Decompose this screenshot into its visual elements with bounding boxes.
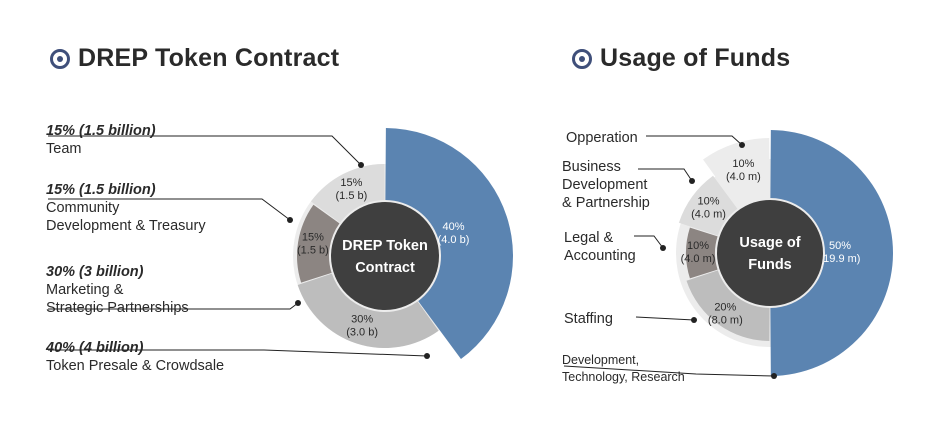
usage-of-funds-heading: Usage of Funds: [572, 44, 790, 73]
slice-label-0: 40%: [442, 221, 464, 233]
slice-0: [770, 130, 894, 376]
leader-line-2: [48, 198, 291, 221]
leader-dot-2: [660, 245, 666, 251]
label-marketing: 30% (3 billion) Marketing & Strategic Pa…: [46, 263, 189, 317]
slice-label-4: 10%: [732, 158, 754, 170]
label-development-line-2: Technology, Research: [562, 370, 685, 384]
center-label-1: Funds: [748, 257, 792, 273]
circle-bullet-icon: [572, 48, 592, 69]
label-staffing-line: Staffing: [564, 311, 613, 327]
slice-sublabel-3: (4.0 m): [691, 208, 726, 220]
usage-of-funds-panel: Usage of Funds Opperation Business Devel…: [480, 0, 934, 437]
slice-sublabel-0: (19.9 m): [820, 253, 861, 265]
token-contract-panel: DREP Token Contract 15% (1.5 billion) Te…: [46, 44, 513, 375]
slice-2: [686, 227, 718, 279]
label-presale-line: Token Presale & Crowdsale: [46, 358, 225, 374]
leader-line-2: [634, 235, 664, 249]
label-staffing: Staffing: [564, 310, 613, 328]
slice-sublabel-4: (4.0 m): [726, 171, 761, 183]
slice-label-2: 15%: [302, 232, 324, 244]
token-contract-title: DREP Token Contract: [78, 44, 340, 72]
leader-line-1: [635, 316, 695, 321]
slice-sublabel-2: (1.5 b): [297, 245, 329, 257]
slice-label-2: 10%: [687, 240, 709, 252]
label-marketing-line-1: Marketing &: [46, 282, 124, 298]
label-community-line-1: Community: [46, 200, 120, 216]
leader-dot-1: [295, 300, 301, 306]
leader-dot-0: [424, 353, 430, 359]
leader-dot-0: [771, 373, 777, 379]
slice-3: [678, 175, 738, 236]
leader-dot-3: [689, 178, 695, 184]
slice-1: [297, 273, 439, 348]
center-label-0: DREP Token: [342, 238, 428, 254]
slice-sublabel-1: (3.0 b): [346, 326, 378, 338]
label-presale-pct: 40% (4 billion): [46, 340, 144, 356]
leader-line-4: [646, 135, 743, 146]
slice-label-1: 20%: [714, 301, 736, 313]
center-label-0: Usage of: [739, 235, 800, 251]
leader-dot-1: [691, 317, 697, 323]
label-business-dev-line-1: Business: [562, 159, 621, 175]
label-team: 15% (1.5 billion) Team: [46, 122, 156, 158]
slice-sublabel-3: (1.5 b): [336, 190, 368, 202]
label-business-dev: Business Development & Partnership: [562, 158, 650, 212]
slice-2: [297, 204, 340, 283]
center-label-1: Contract: [355, 260, 415, 276]
label-development-line-1: Development,: [562, 353, 640, 367]
label-marketing-line-2: Strategic Partnerships: [46, 300, 189, 316]
leader-line-3: [48, 135, 362, 166]
circle-bullet-icon: [50, 48, 70, 69]
label-legal-line-1: Legal &: [564, 230, 614, 246]
label-presale: 40% (4 billion) Token Presale & Crowdsal…: [46, 339, 224, 375]
slice-3: [310, 164, 385, 223]
label-community: 15% (1.5 billion) Community Development …: [46, 181, 206, 235]
label-team-line: Team: [46, 141, 82, 157]
label-business-dev-line-2: Development: [562, 177, 648, 193]
circle-bullet-dot: [57, 55, 63, 62]
token-contract-heading: DREP Token Contract: [50, 44, 339, 73]
label-team-pct: 15% (1.5 billion): [46, 123, 156, 139]
slice-4: [703, 138, 770, 209]
slice-label-3: 10%: [697, 195, 719, 207]
label-development: Development, Technology, Research: [562, 352, 685, 386]
label-legal-line-2: Accounting: [564, 248, 636, 264]
leader-dot-2: [287, 217, 293, 223]
slice-1: [686, 270, 770, 341]
leader-line-0: [48, 349, 428, 357]
label-business-dev-line-3: & Partnership: [562, 195, 650, 211]
leader-dot-3: [358, 162, 364, 168]
label-operation: Opperation: [566, 129, 638, 147]
slice-label-0: 50%: [829, 240, 851, 252]
label-community-line-2: Development & Treasury: [46, 218, 206, 234]
slice-sublabel-0: (4.0 b): [438, 234, 470, 246]
label-operation-line: Opperation: [566, 130, 638, 146]
usage-of-funds-title: Usage of Funds: [600, 44, 791, 72]
center-disc: [331, 202, 439, 310]
circle-bullet-dot: [579, 55, 585, 62]
slice-sublabel-2: (4.0 m): [681, 253, 716, 265]
center-disc: [717, 200, 823, 306]
leader-line-3: [638, 168, 693, 182]
label-marketing-pct: 30% (3 billion): [46, 264, 144, 280]
label-legal: Legal & Accounting: [564, 229, 636, 265]
leader-dot-4: [739, 142, 745, 148]
leader-line-0: [563, 365, 775, 377]
slice-0: [385, 128, 513, 360]
usage-of-funds-chart: 50%(19.9 m)20%(8.0 m)10%(4.0 m)10%(4.0 m…: [563, 130, 894, 379]
leader-line-1: [48, 302, 299, 310]
slice-label-1: 30%: [351, 313, 373, 325]
slice-sublabel-1: (8.0 m): [708, 314, 743, 326]
token-contract-chart: 40%(4.0 b)30%(3.0 b)15%(1.5 b)15%(1.5 b)…: [48, 128, 513, 360]
label-community-pct: 15% (1.5 billion): [46, 182, 156, 198]
slice-label-3: 15%: [340, 177, 362, 189]
